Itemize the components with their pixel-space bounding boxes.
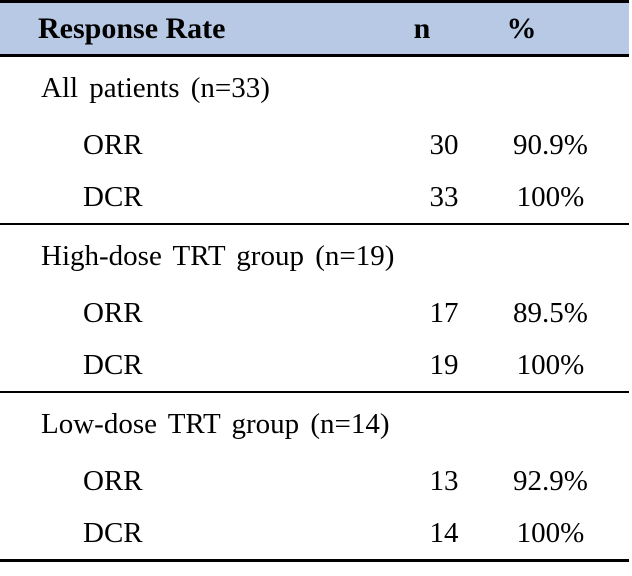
cell-n: 33 [404, 171, 484, 225]
table-row-all-patients-orr: ORR 30 90.9% [0, 119, 629, 171]
row-label-orr: ORR [83, 128, 143, 161]
cell-percent: 90.9% [513, 128, 588, 161]
row-label-dcr: DCR [0, 171, 404, 225]
table-header-row: Response Rate n % [0, 1, 629, 57]
cell-n: 13 [429, 464, 459, 497]
section-header-row-all-patients: All patients (n=33) [0, 56, 629, 120]
column-header-percent-label: % [506, 11, 537, 45]
cell-n: 30 [429, 128, 459, 161]
table-row-high-dose-dcr: DCR 19 100% [0, 339, 629, 393]
column-header-n-label: n [413, 11, 431, 45]
row-label-dcr: DCR [83, 516, 143, 549]
column-header-percent: % [484, 1, 629, 57]
section-header-row-low-dose: Low-dose TRT group (n=14) [0, 392, 629, 455]
cell-percent: 100% [484, 171, 629, 225]
cell-percent: 92.9% [513, 464, 588, 497]
table-row-low-dose-dcr: DCR 14 100% [0, 507, 629, 561]
cell-percent: 89.5% [513, 296, 588, 329]
column-header-response-rate: Response Rate [0, 1, 404, 57]
cell-n: 17 [429, 296, 459, 329]
cell-n: 19 [404, 339, 484, 393]
table-row-all-patients-dcr: DCR 33 100% [0, 171, 629, 225]
column-header-n: n [404, 1, 484, 57]
response-rate-table: Response Rate n % All patients (n=33) OR… [0, 0, 629, 562]
column-header-response-rate-label: Response Rate [38, 11, 226, 45]
table-row-high-dose-orr: ORR 17 89.5% [0, 287, 629, 339]
row-label-dcr: DCR [0, 339, 404, 393]
cell-percent: 100% [516, 516, 585, 549]
section-header-row-high-dose: High-dose TRT group (n=19) [0, 224, 629, 287]
cell-percent: 100% [484, 339, 629, 393]
section-label-low-dose: Low-dose TRT group (n=14) [41, 407, 390, 440]
table-row-low-dose-orr: ORR 13 92.9% [0, 455, 629, 507]
row-label-orr: ORR [83, 296, 143, 329]
cell-n: 14 [429, 516, 459, 549]
section-label-high-dose: High-dose TRT group (n=19) [41, 239, 395, 272]
section-label-all-patients: All patients (n=33) [41, 71, 270, 104]
row-label-orr: ORR [83, 464, 143, 497]
